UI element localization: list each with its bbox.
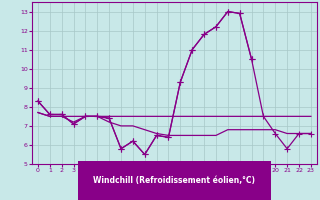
X-axis label: Windchill (Refroidissement éolien,°C): Windchill (Refroidissement éolien,°C)	[93, 176, 255, 185]
